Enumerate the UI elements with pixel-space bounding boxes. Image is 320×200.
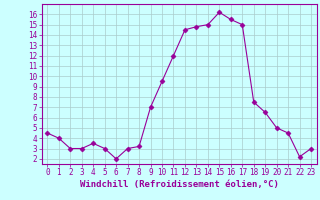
X-axis label: Windchill (Refroidissement éolien,°C): Windchill (Refroidissement éolien,°C) — [80, 180, 279, 189]
